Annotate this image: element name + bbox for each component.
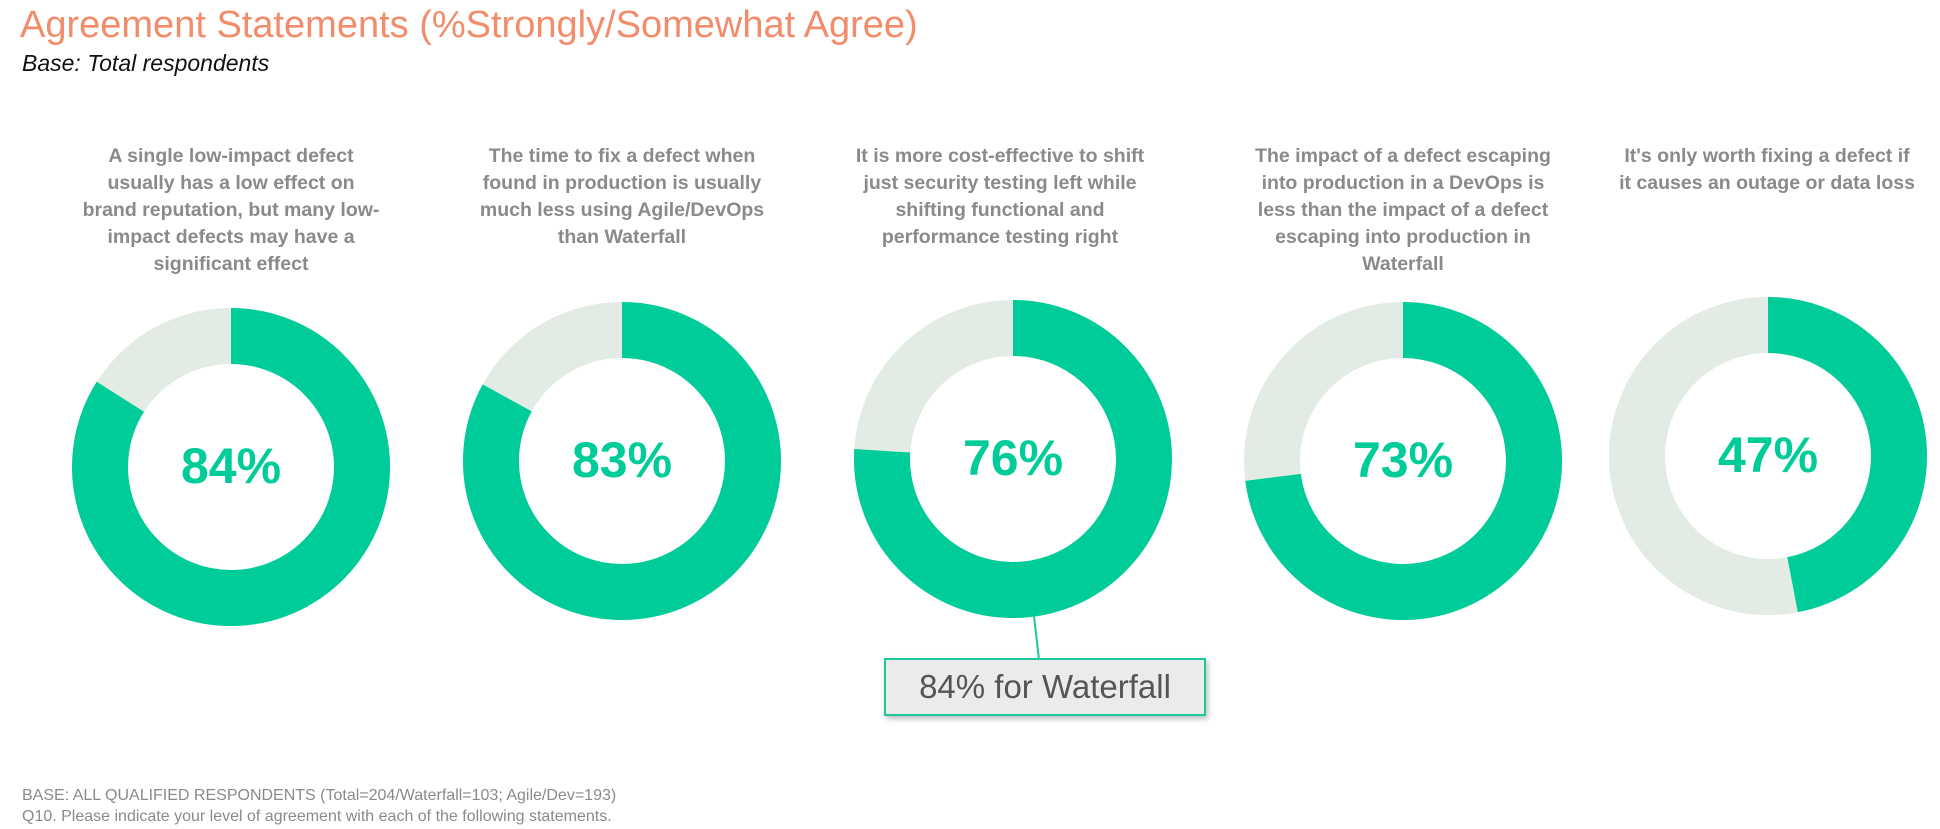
donut-2: 83%: [463, 302, 781, 620]
donut-1: 84%: [72, 308, 390, 626]
donut-arc-4: [1245, 302, 1562, 620]
donut-arc-5: [1767, 297, 1927, 613]
donut-arc-1: [72, 308, 390, 626]
chart-subtitle: Base: Total respondents: [22, 50, 270, 76]
donut-value-label-5: 47%: [1718, 427, 1818, 483]
donut-value-label-2: 83%: [572, 432, 672, 488]
donut-arc-2: [463, 302, 781, 620]
callout-connector: [1033, 615, 1040, 661]
statement-label-5: It's only worth fixing a defect if it ca…: [1619, 145, 1915, 194]
donut-arc-3: [854, 300, 1172, 618]
statement-label-2: The time to fix a defect when found in p…: [479, 145, 765, 248]
statement-label-3: It is more cost-effective to shift just …: [855, 145, 1145, 248]
statement-label-1: A single low-impact defect usually has a…: [82, 145, 380, 275]
donut-5: 47%: [1609, 297, 1927, 615]
donut-3: 76%: [854, 300, 1172, 618]
footnote-question: Q10. Please indicate your level of agree…: [22, 808, 612, 825]
donut-value-label-1: 84%: [181, 438, 281, 494]
waterfall-callout: 84% for Waterfall: [884, 658, 1206, 716]
statement-label-4: The impact of a defect escaping into pro…: [1255, 145, 1551, 275]
donut-4: 73%: [1244, 302, 1562, 620]
donut-value-label-3: 76%: [963, 430, 1063, 486]
footnote-base: BASE: ALL QUALIFIED RESPONDENTS (Total=2…: [22, 787, 617, 804]
donut-value-label-4: 73%: [1353, 432, 1453, 488]
chart-title: Agreement Statements (%Strongly/Somewhat…: [20, 4, 918, 46]
